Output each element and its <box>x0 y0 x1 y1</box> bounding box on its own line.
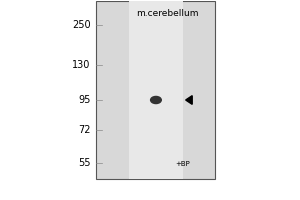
FancyBboxPatch shape <box>97 1 215 179</box>
Text: 130: 130 <box>72 60 91 70</box>
Text: 55: 55 <box>78 158 91 168</box>
Text: +BP: +BP <box>175 161 190 167</box>
Circle shape <box>151 96 161 104</box>
FancyBboxPatch shape <box>129 1 183 179</box>
Polygon shape <box>186 96 192 104</box>
Text: 72: 72 <box>78 125 91 135</box>
Text: 250: 250 <box>72 20 91 30</box>
Text: m.cerebellum: m.cerebellum <box>136 9 199 18</box>
Text: 95: 95 <box>78 95 91 105</box>
